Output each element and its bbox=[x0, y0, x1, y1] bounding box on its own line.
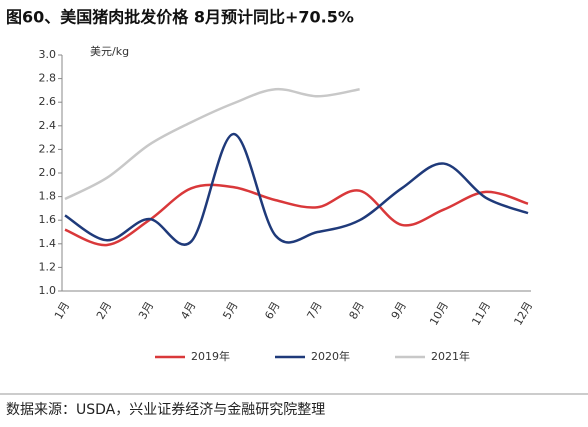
series-line bbox=[64, 183, 529, 247]
y-tick-label: 1.4 bbox=[39, 237, 57, 250]
y-tick-label: 1.8 bbox=[39, 190, 57, 203]
x-tick-label: 11月 bbox=[469, 299, 493, 327]
x-tick-label: 5月 bbox=[220, 300, 240, 322]
legend-label: 2021年 bbox=[431, 349, 470, 363]
y-tick-label: 2.6 bbox=[39, 95, 57, 108]
x-tick-label: 8月 bbox=[347, 300, 367, 322]
x-tick-label: 7月 bbox=[304, 300, 324, 322]
legend-label: 2019年 bbox=[191, 349, 230, 363]
y-tick-label: 2.0 bbox=[39, 166, 57, 179]
x-tick-label: 3月 bbox=[136, 300, 156, 322]
x-tick-label: 12月 bbox=[511, 300, 535, 328]
x-tick-label: 1月 bbox=[52, 300, 72, 322]
legend-label: 2020年 bbox=[311, 349, 350, 363]
series-line bbox=[64, 87, 360, 201]
y-tick-label: 1.2 bbox=[39, 260, 57, 273]
y-axis-label: 美元/kg bbox=[90, 45, 129, 58]
x-tick-label: 4月 bbox=[178, 300, 198, 322]
y-tick-label: 2.8 bbox=[39, 72, 57, 85]
y-tick-label: 2.2 bbox=[39, 142, 57, 155]
chart-title: 图60、美国猪肉批发价格 8月预计同比+70.5% bbox=[6, 8, 354, 27]
x-tick-label: 6月 bbox=[262, 300, 282, 322]
x-tick-label: 9月 bbox=[389, 300, 409, 322]
y-tick-label: 3.0 bbox=[39, 48, 57, 61]
x-tick-label: 2月 bbox=[94, 300, 114, 322]
series-line bbox=[64, 132, 529, 246]
source: 数据来源：USDA，兴业证券经济与金融研究院整理 bbox=[6, 402, 325, 418]
y-tick-label: 1.6 bbox=[39, 213, 57, 226]
y-tick-label: 1.0 bbox=[39, 284, 57, 297]
x-tick-label: 10月 bbox=[427, 300, 451, 328]
y-tick-label: 2.4 bbox=[39, 119, 57, 132]
